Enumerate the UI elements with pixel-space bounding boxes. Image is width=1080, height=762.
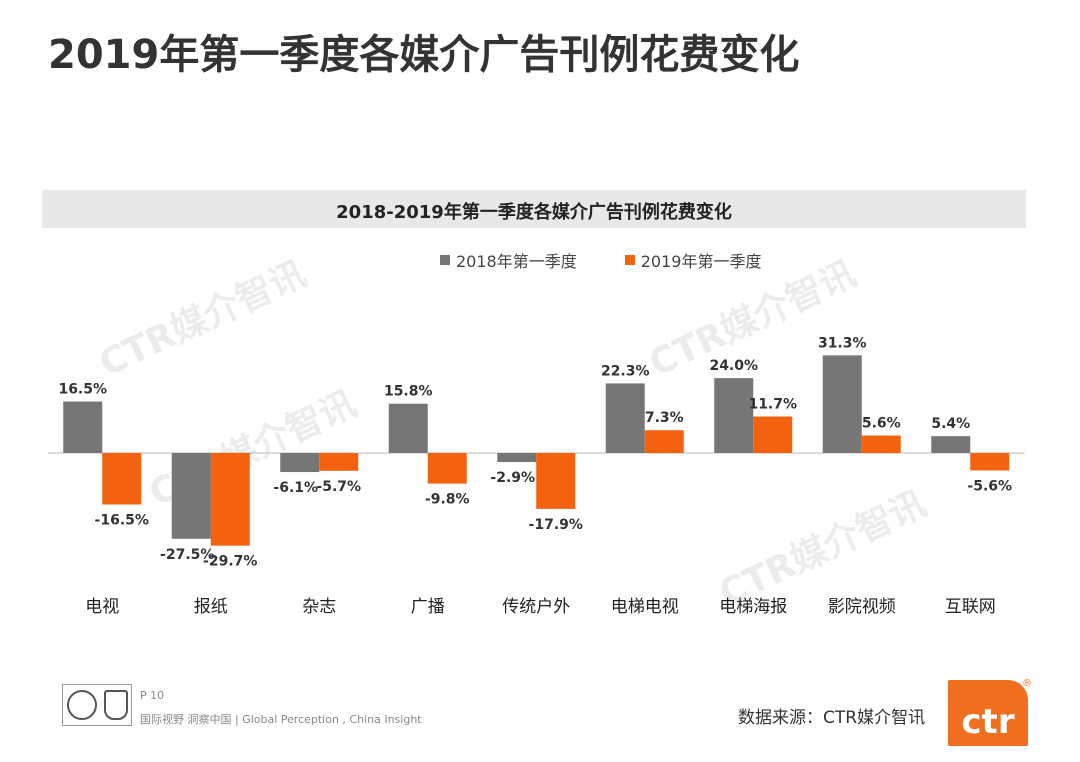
bar-2019 (210, 453, 250, 546)
footer-slogan: 国际视野 洞察中国 | Global Perception , China In… (140, 713, 422, 726)
category-label: 电梯海报 (719, 597, 787, 617)
legend-swatch-2019 (624, 255, 635, 265)
bar-2018 (822, 355, 862, 453)
certification-seals (62, 684, 132, 726)
bar-2019 (536, 453, 576, 509)
category-label: 电视 (85, 597, 119, 617)
data-label: 5.6% (862, 416, 901, 432)
data-label: 31.3% (818, 335, 867, 351)
data-label: 16.5% (58, 382, 107, 398)
category-label: 报纸 (194, 597, 228, 617)
category-label: 电梯电视 (611, 597, 679, 617)
data-label: -17.9% (529, 517, 583, 533)
page-number: P 10 (140, 689, 165, 702)
data-label: -27.5% (160, 547, 214, 563)
bar-2018 (280, 453, 320, 473)
chart-title: 2018-2019年第一季度各媒介广告刊例花费变化 (336, 202, 732, 223)
bar-2019 (970, 453, 1010, 471)
data-source: 数据来源：CTR媒介智讯 (738, 708, 926, 728)
bar-2018 (931, 436, 971, 453)
bar-2019 (644, 430, 684, 453)
legend-swatch-2018 (440, 255, 450, 265)
ukas-shield-icon (103, 690, 128, 720)
bar-2018 (63, 401, 103, 453)
bar-2018 (605, 383, 645, 453)
registered-mark: ® (1022, 678, 1032, 689)
data-label: 15.8% (384, 384, 433, 400)
data-label: -16.5% (95, 512, 149, 528)
ctr-logo: ctr (948, 680, 1028, 746)
legend-item-2018: 2018年第一季度 (440, 248, 577, 272)
data-label: -29.7% (203, 554, 257, 570)
bar-2019 (427, 453, 467, 484)
bar-2019 (861, 435, 901, 453)
legend-label-2019: 2019年第一季度 (640, 252, 762, 271)
data-label: 5.4% (931, 416, 970, 432)
data-label: 22.3% (601, 363, 650, 379)
data-label: 24.0% (709, 358, 758, 374)
bar-2018 (388, 403, 428, 453)
data-label: -5.6% (967, 478, 1012, 494)
bar-2019 (753, 416, 793, 453)
bar-2019 (102, 453, 142, 505)
data-label: -6.1% (273, 480, 318, 496)
data-label: -9.8% (425, 492, 470, 508)
bar-2018 (171, 453, 211, 539)
category-label: 传统户外 (502, 597, 570, 617)
bar-2018 (497, 453, 537, 463)
legend-item-2019: 2019年第一季度 (624, 248, 762, 272)
chart-header-bar: 2018-2019年第一季度各媒介广告刊例花费变化 (42, 190, 1026, 228)
data-label: -2.9% (490, 470, 535, 486)
category-label: 广播 (411, 597, 445, 617)
data-label: 11.7% (748, 396, 797, 412)
page-title: 2019年第一季度各媒介广告刊例花费变化 (48, 32, 800, 78)
chart-legend: 2018年第一季度 2019年第一季度 (440, 248, 761, 272)
sgs-seal-icon (66, 690, 97, 720)
category-label: 影院视频 (828, 597, 896, 617)
legend-label-2018: 2018年第一季度 (456, 252, 577, 271)
data-label: -5.7% (316, 479, 361, 495)
bar-2019 (319, 453, 359, 471)
bar-2018 (714, 378, 754, 453)
data-label: 7.3% (645, 410, 684, 426)
category-label: 杂志 (302, 597, 336, 617)
category-label: 互联网 (945, 597, 996, 617)
